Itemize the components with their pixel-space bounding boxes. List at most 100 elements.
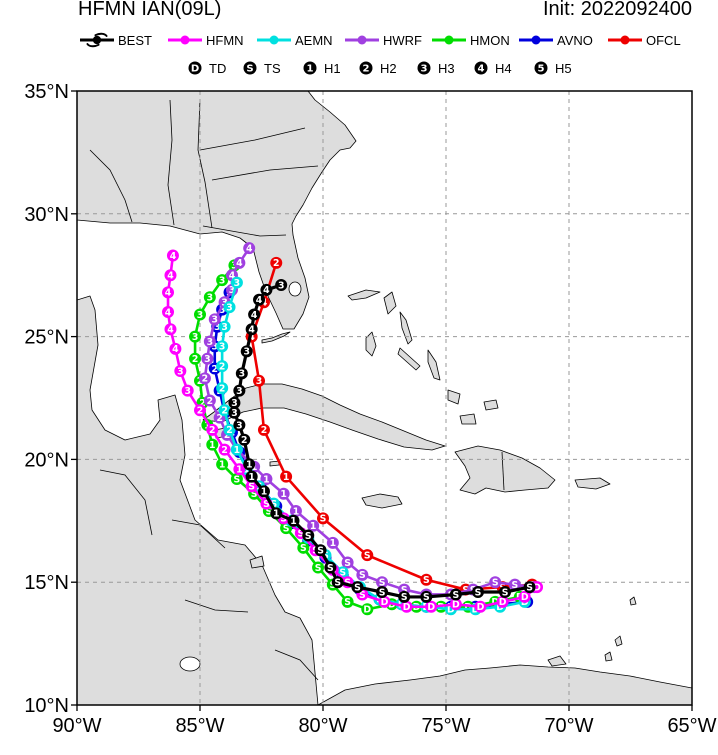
svg-text:1: 1 — [263, 474, 269, 485]
svg-text:1: 1 — [209, 440, 215, 451]
svg-text:4: 4 — [167, 325, 174, 336]
lon-tick-label: 90°W — [52, 715, 101, 737]
track-point-ofcl: 2 — [270, 256, 283, 269]
svg-text:2: 2 — [226, 425, 232, 436]
track-point-aemn: 3 — [223, 301, 236, 313]
svg-text:2: 2 — [261, 425, 267, 436]
legend-model-label: HMON — [470, 33, 510, 48]
track-point-aemn: 2 — [218, 404, 231, 417]
track-point-hmon: S — [341, 595, 354, 608]
lat-tick-label: 25°N — [24, 327, 69, 349]
track-point-hfmn: 3 — [181, 384, 194, 397]
legend-intensity-label: H4 — [495, 61, 512, 76]
intensity-symbol-icon: 3 — [417, 61, 431, 75]
track-point-hfmn: 2 — [206, 423, 219, 436]
track-point-aemn: 1 — [230, 443, 243, 456]
track-point-best: 1 — [287, 514, 300, 527]
svg-text:2: 2 — [216, 413, 222, 424]
svg-text:3: 3 — [219, 342, 225, 353]
track-point-hwrf: 3 — [203, 335, 216, 348]
svg-text:S: S — [475, 587, 482, 598]
svg-text:2: 2 — [219, 383, 225, 394]
svg-text:2: 2 — [224, 430, 230, 441]
eleuthera-land — [399, 311, 413, 345]
track-point-hfmn: D — [449, 598, 462, 611]
legend-models: BEST HFMN AEMN HWRF HMON AVNO OFCL — [80, 32, 681, 48]
track-point-best: S — [471, 586, 484, 598]
legend-model-label: HWRF — [383, 33, 422, 48]
track-point-hwrf: S — [341, 556, 354, 569]
axis-labels: 90°W 85°W 80°W 75°W 70°W 65°W 35°N 30°N 25°N 20°N… — [24, 81, 716, 737]
hispaniola-land — [454, 445, 556, 495]
svg-text:3: 3 — [221, 298, 227, 309]
legend-intensity-label: H5 — [555, 61, 572, 76]
track-point-hmon: 3 — [203, 291, 216, 304]
svg-text:2: 2 — [209, 425, 215, 436]
track-point-hfmn: S — [245, 480, 258, 493]
svg-text:1: 1 — [234, 445, 240, 456]
svg-text:4: 4 — [165, 288, 172, 299]
svg-text:1: 1 — [280, 489, 286, 500]
track-point-ofcl: 1 — [280, 470, 293, 483]
svg-text:1: 1 — [293, 506, 299, 517]
track-point-best: 1 — [243, 458, 256, 471]
track-point-hfmn: 2 — [194, 404, 206, 417]
track-point-hfmn: 3 — [174, 364, 187, 377]
legend-entry-hmon: HMON — [432, 33, 510, 48]
track-point-hfmn: 4 — [162, 286, 175, 299]
svg-text:S: S — [354, 582, 361, 593]
svg-text:S: S — [334, 578, 341, 589]
lat-tick-label: 15°N — [24, 572, 69, 594]
svg-text:2: 2 — [197, 406, 203, 417]
track-point-aemn: 3 — [218, 320, 231, 333]
track-point-hwrf: 1 — [260, 473, 273, 485]
intensity-symbol-icon: D — [188, 61, 202, 75]
track-point-best: 3 — [233, 384, 246, 397]
svg-text:D: D — [427, 602, 435, 613]
svg-text:3: 3 — [192, 332, 198, 343]
svg-text:S: S — [526, 582, 533, 593]
svg-text:4: 4 — [261, 298, 268, 309]
svg-text:4: 4 — [165, 307, 172, 318]
svg-text:4: 4 — [246, 243, 253, 254]
track-point-best: 3 — [228, 396, 241, 409]
svg-text:4: 4 — [229, 271, 236, 282]
lon-tick-label: 85°W — [175, 715, 224, 737]
legend-intensity-td: D TD — [188, 61, 226, 76]
svg-text:S: S — [401, 592, 408, 603]
track-point-aemn: 2 — [216, 360, 229, 372]
intensity-symbol-icon: 4 — [474, 61, 488, 75]
turks-caicos-land — [483, 399, 499, 411]
acklins-land — [447, 389, 461, 405]
track-point-ofcl: 3 — [253, 374, 266, 387]
intensity-symbol-icon: 1 — [303, 61, 317, 75]
track-point-best: 1 — [245, 470, 258, 483]
axis-ticks — [71, 90, 693, 711]
legend-model-label: BEST — [118, 33, 152, 48]
svg-text:S: S — [305, 531, 312, 542]
mexico-central-america-land — [77, 295, 319, 705]
track-point-ofcl: S — [420, 573, 433, 586]
track-point-hfmn: 4 — [162, 306, 175, 318]
svg-text:3: 3 — [239, 369, 245, 380]
legend-dot-icon — [444, 35, 454, 45]
track-point-hwrf: 2 — [203, 394, 216, 407]
south-america-land — [317, 664, 692, 705]
svg-text:S: S — [344, 597, 351, 608]
exuma-land — [397, 347, 421, 371]
track-point-aemn: 3 — [216, 340, 229, 353]
legend-model-label: HFMN — [206, 33, 244, 48]
track-point-hwrf: 4 — [243, 242, 256, 254]
svg-text:S: S — [364, 550, 371, 561]
track-point-hwrf: 1 — [326, 536, 339, 549]
legend-intensity-h5: 5 H5 — [534, 61, 572, 76]
track-point-best: S — [449, 588, 462, 601]
svg-text:2: 2 — [221, 406, 227, 417]
svg-text:S: S — [315, 563, 322, 574]
svg-text:S: S — [339, 568, 346, 579]
svg-text:3: 3 — [236, 420, 242, 431]
legend-dot-icon — [531, 35, 541, 45]
track-point-hfmn: 4 — [169, 342, 182, 355]
svg-text:S: S — [512, 580, 519, 591]
